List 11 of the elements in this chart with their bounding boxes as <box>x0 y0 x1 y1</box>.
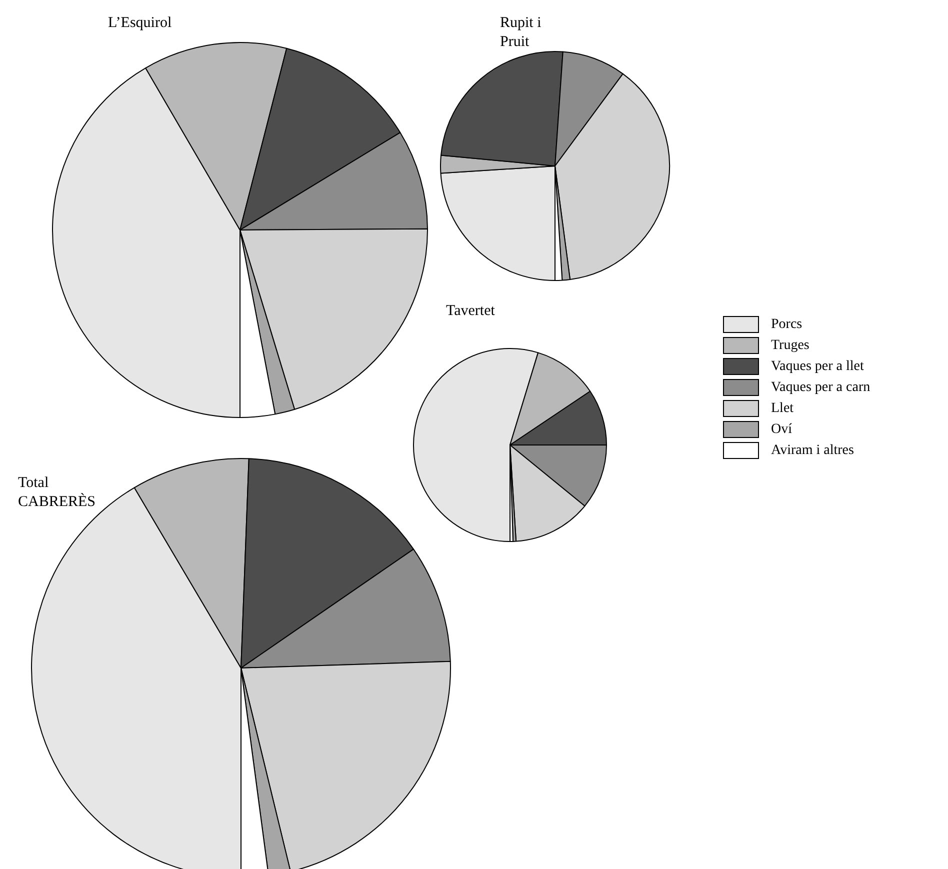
slice-label: L’Esquirol <box>108 14 173 33</box>
legend-label: Aviram i altres <box>771 442 854 458</box>
legend-label: Vaques per a llet <box>771 358 864 374</box>
legend-label: Truges <box>771 338 810 354</box>
legend-label: Oví <box>771 422 792 438</box>
slice-label: Total CABRERÈS <box>18 474 97 512</box>
legend-label: Vaques per a carn <box>771 380 870 396</box>
legend-label: Llet <box>771 400 794 416</box>
slice-label: Rupit i Pruit <box>500 14 542 52</box>
slice-label: Tavertet <box>446 302 496 321</box>
legend-label: Porcs <box>771 316 802 332</box>
